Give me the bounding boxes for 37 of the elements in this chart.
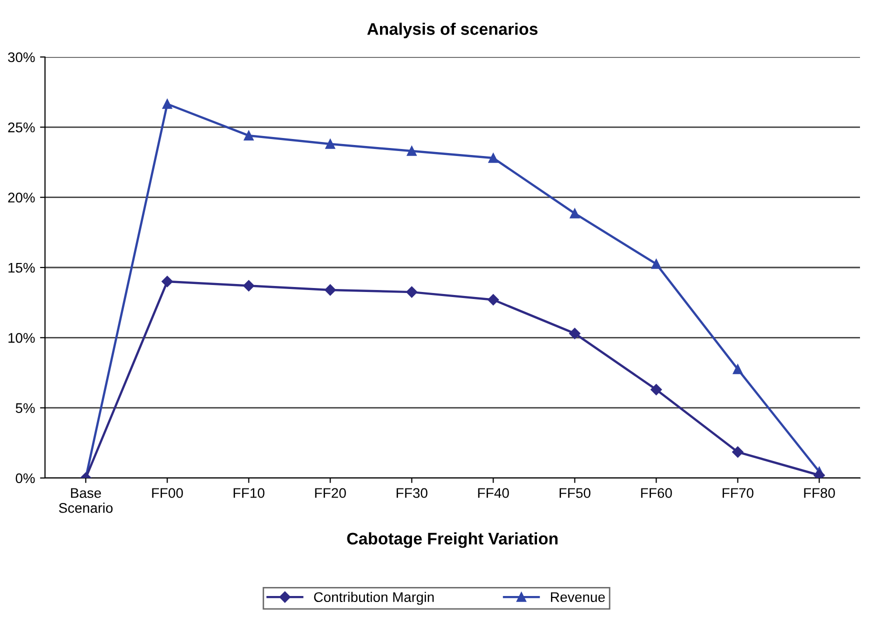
x-tick-label: FF00 bbox=[152, 488, 183, 498]
point bbox=[406, 286, 418, 298]
point bbox=[651, 259, 662, 269]
y-tick-label: 25% bbox=[8, 122, 35, 132]
point bbox=[488, 153, 498, 163]
x-tick-label: FF60 bbox=[641, 488, 672, 498]
point bbox=[325, 139, 336, 149]
x-tick-label: FF40 bbox=[478, 488, 509, 498]
point bbox=[732, 364, 743, 374]
point bbox=[162, 99, 172, 109]
y-tick-label: 0% bbox=[16, 473, 35, 484]
y-tick-label: 5% bbox=[16, 403, 35, 414]
point bbox=[244, 130, 254, 140]
legend-label: Contribution Margin bbox=[314, 592, 434, 605]
x-tick-label: FF30 bbox=[396, 488, 428, 498]
chart-title: Analysis of scenarios bbox=[367, 22, 538, 38]
point bbox=[243, 280, 254, 292]
x-tick-label: FF10 bbox=[234, 488, 264, 498]
point bbox=[324, 284, 336, 296]
point bbox=[162, 276, 173, 288]
y-tick-label: 15% bbox=[8, 262, 35, 273]
point bbox=[732, 446, 744, 458]
x-axis-title: Cabotage Freight Variation bbox=[347, 532, 558, 548]
legend-label: Revenue bbox=[550, 592, 605, 602]
x-tick-label: FF20 bbox=[315, 488, 346, 498]
x-tick-label: FF70 bbox=[722, 488, 754, 498]
point bbox=[569, 328, 580, 340]
y-tick-label: 30% bbox=[8, 52, 35, 62]
y-tick-label: 20% bbox=[8, 192, 35, 203]
y-tick-label: 10% bbox=[8, 333, 35, 343]
point bbox=[570, 208, 580, 218]
point bbox=[488, 294, 499, 306]
x-tick-label: FF50 bbox=[560, 488, 590, 498]
x-tick-label: Base Scenario bbox=[58, 488, 113, 513]
point bbox=[406, 146, 417, 156]
point bbox=[650, 384, 662, 396]
x-tick-label: FF80 bbox=[804, 488, 835, 498]
